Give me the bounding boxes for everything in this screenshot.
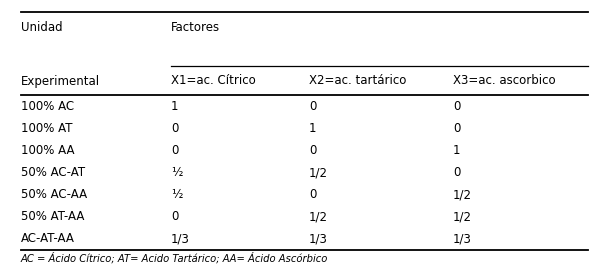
Text: 0: 0 (453, 166, 460, 179)
Text: Factores: Factores (171, 21, 220, 34)
Text: 1/2: 1/2 (309, 166, 328, 179)
Text: 1/3: 1/3 (171, 232, 190, 245)
Text: 1: 1 (309, 122, 317, 135)
Text: X2=ac. tartárico: X2=ac. tartárico (309, 74, 406, 87)
Text: 1/3: 1/3 (309, 232, 328, 245)
Text: 0: 0 (171, 144, 178, 157)
Text: 1/2: 1/2 (309, 210, 328, 223)
Text: 100% AT: 100% AT (21, 122, 73, 135)
Text: 50% AT-AA: 50% AT-AA (21, 210, 85, 223)
Text: X3=ac. ascorbico: X3=ac. ascorbico (453, 74, 556, 87)
Text: ½: ½ (171, 166, 182, 179)
Text: 0: 0 (309, 144, 316, 157)
Text: AC = Ácido Cítrico; AT= Acido Tartárico; AA= Ácido Ascórbico: AC = Ácido Cítrico; AT= Acido Tartárico;… (21, 253, 328, 264)
Text: AC-AT-AA: AC-AT-AA (21, 232, 75, 245)
Text: Unidad: Unidad (21, 21, 62, 34)
Text: ½: ½ (171, 188, 182, 201)
Text: 1: 1 (453, 144, 461, 157)
Text: 0: 0 (171, 122, 178, 135)
Text: 0: 0 (453, 100, 460, 113)
Text: 0: 0 (309, 188, 316, 201)
Text: Experimental: Experimental (21, 75, 100, 87)
Text: 0: 0 (309, 100, 316, 113)
Text: 1/2: 1/2 (453, 188, 472, 201)
Text: 100% AA: 100% AA (21, 144, 74, 157)
Text: 1/2: 1/2 (453, 210, 472, 223)
Text: 50% AC-AA: 50% AC-AA (21, 188, 87, 201)
Text: 1/3: 1/3 (453, 232, 472, 245)
Text: 0: 0 (453, 122, 460, 135)
Text: 100% AC: 100% AC (21, 100, 74, 113)
Text: 50% AC-AT: 50% AC-AT (21, 166, 85, 179)
Text: 0: 0 (171, 210, 178, 223)
Text: X1=ac. Cítrico: X1=ac. Cítrico (171, 74, 256, 87)
Text: 1: 1 (171, 100, 179, 113)
